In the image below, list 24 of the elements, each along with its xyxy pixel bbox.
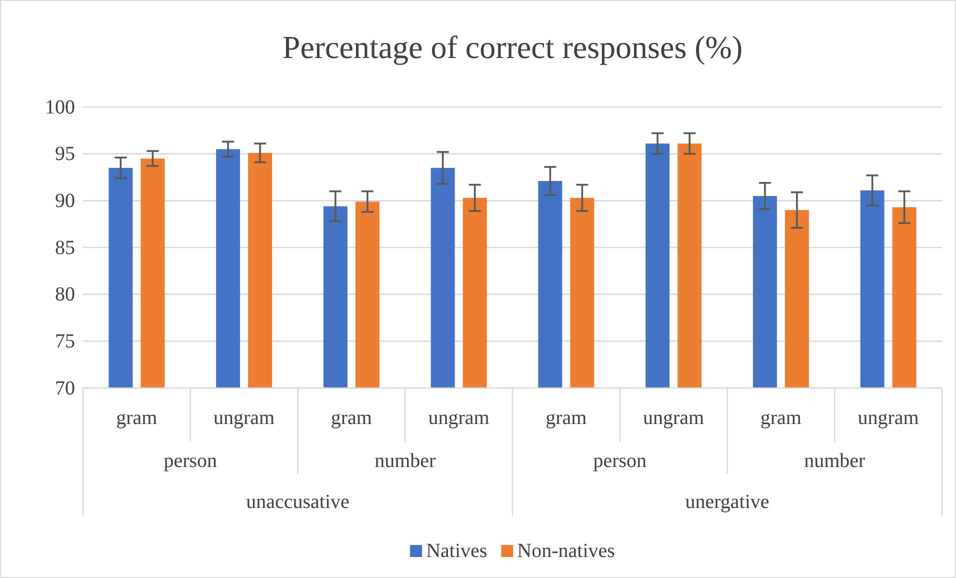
text: number bbox=[804, 450, 866, 472]
x-tick-label: ungram bbox=[428, 407, 490, 429]
y-tick-label: 80 bbox=[55, 284, 75, 306]
x-tick-label: gram bbox=[116, 407, 158, 429]
x-tick-label: gram bbox=[330, 407, 372, 429]
text: person bbox=[593, 450, 647, 472]
x-tick-label: ungram bbox=[214, 407, 276, 429]
y-tick-label: 100 bbox=[45, 96, 75, 118]
text: unaccusative bbox=[246, 491, 350, 513]
x-tick-label: ungram bbox=[858, 407, 920, 429]
chart-title: Percentage of correct responses (%) bbox=[282, 29, 743, 65]
x-tick-label: gram bbox=[760, 407, 802, 429]
text: number bbox=[374, 450, 436, 472]
text: person bbox=[164, 450, 218, 472]
text: unergative bbox=[685, 491, 770, 513]
y-tick-label: 85 bbox=[55, 236, 75, 259]
x-tick-label: ungram bbox=[643, 407, 705, 429]
y-tick-label: 75 bbox=[55, 330, 75, 353]
y-tick-label: 70 bbox=[55, 377, 75, 400]
legend-label: Non-natives bbox=[517, 540, 616, 562]
legend-label: Natives bbox=[426, 540, 488, 562]
y-tick-label: 90 bbox=[55, 190, 75, 212]
x-tick-label: gram bbox=[546, 407, 588, 429]
y-tick-label: 95 bbox=[55, 143, 75, 166]
